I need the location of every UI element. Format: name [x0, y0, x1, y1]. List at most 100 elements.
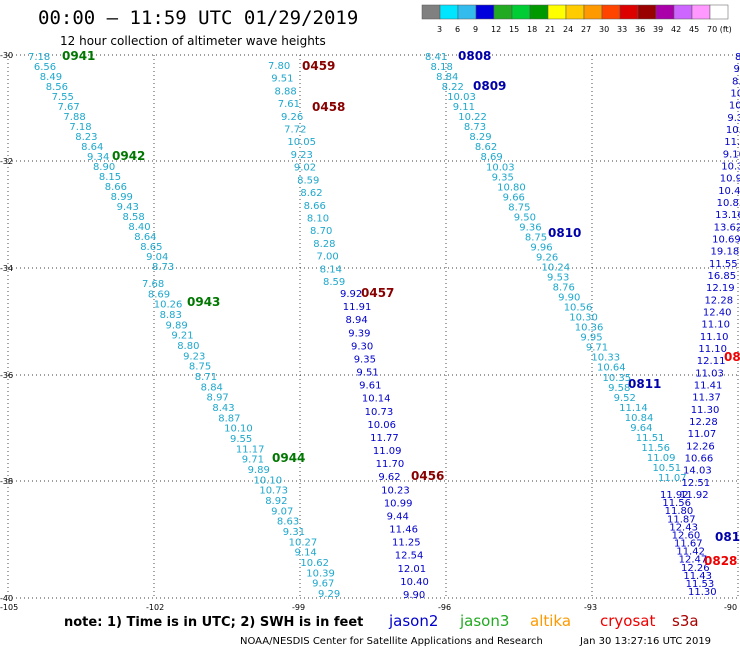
wave-height-value: 6.56 [34, 62, 56, 73]
scale-swatch [583, 4, 603, 20]
wave-height-value: 11.43 [683, 571, 712, 582]
satellite-legend: jason2 jason3 altika cryosat s3a [388, 612, 699, 630]
wave-height-value: 12.11 [697, 356, 726, 367]
wave-height-value: 11.25 [392, 538, 421, 549]
wave-height-value: 8.10 [307, 213, 329, 224]
wave-height-value: 9.11 [453, 102, 475, 113]
pass-time-label: 0941 [62, 49, 95, 63]
lat-label: -36 [0, 371, 13, 380]
wave-height-value: 8.40 [128, 222, 150, 233]
wave-height-value: 11.30 [688, 587, 717, 598]
wave-height-value: 12.60 [672, 530, 701, 541]
scale-swatch [709, 4, 729, 20]
scale-label: 3 [437, 25, 442, 34]
wave-height-value: 10.68 [729, 101, 740, 112]
wave-height-value: 10.10 [253, 475, 282, 486]
wave-height-value: 7.88 [63, 112, 85, 123]
pass-time-label: 0809 [473, 79, 506, 93]
wave-height-value: 10.35 [603, 373, 632, 384]
wave-height-value: 10.36 [575, 323, 604, 334]
wave-height-value: 8.69 [480, 152, 502, 163]
wave-height-value: 10.56 [564, 303, 593, 314]
wave-height-value: 10.80 [497, 182, 526, 193]
wave-height-value: 8.64 [134, 232, 156, 243]
wave-height-value: 11.67 [674, 539, 703, 550]
sat-legend-cryosat: cryosat [600, 612, 655, 630]
wave-height-value: 8.58 [122, 212, 144, 223]
wave-height-value: 8.59 [297, 175, 319, 186]
lat-label: -34 [0, 264, 13, 273]
wave-height-value: 10.03 [486, 162, 515, 173]
wave-height-value: 11.46 [389, 525, 418, 536]
plot-area [8, 55, 738, 598]
wave-height-value: 8.69 [148, 289, 170, 300]
map-title: 00:00 – 11:59 UTC 01/29/2019 [38, 7, 358, 29]
wave-height-value: 7.18 [69, 122, 91, 133]
wave-height-value: 8.64 [81, 142, 103, 153]
pass-time-label: 0944 [272, 451, 305, 465]
wave-height-value: 7.67 [58, 102, 80, 113]
wave-height-value: 10.73 [259, 486, 288, 497]
scale-label: 9 [473, 25, 478, 34]
wave-height-value: 11.14 [619, 403, 648, 414]
scale-swatch [637, 4, 657, 20]
wave-height-value: 11.42 [676, 547, 705, 558]
satellite-tracks: 7.186.568.498.567.557.677.887.188.238.64… [28, 49, 740, 601]
pass-time-label: 0457 [361, 286, 394, 300]
wave-height-value: 9.55 [230, 434, 252, 445]
pass-time-label: 0810 [548, 226, 581, 240]
wave-height-value: 11.10 [701, 320, 730, 331]
wave-height-value: 9.34 [87, 152, 109, 163]
wave-height-value: 9.14 [295, 548, 317, 559]
lon-label: -93 [584, 603, 597, 612]
wave-height-value: 8.80 [177, 341, 199, 352]
pass-time-label: 0458 [312, 100, 345, 114]
scale-label: 70 (ft) [707, 25, 732, 34]
scale-label: 30 [599, 25, 609, 34]
scale-label: 27 [581, 25, 591, 34]
scale-swatch [691, 4, 711, 20]
scale-swatch [421, 4, 441, 20]
scale-label: 45 [689, 25, 699, 34]
wave-height-value: 8.41 [425, 52, 447, 63]
wave-height-value: 11.56 [641, 443, 670, 454]
wave-height-value: 7.80 [268, 61, 290, 72]
wave-height-value: 8.94 [345, 315, 367, 326]
sat-legend-jason3: jason3 [459, 612, 509, 630]
wave-height-value: 11.77 [370, 433, 399, 444]
wave-height-value: 11.16 [724, 137, 740, 148]
wave-height-value: 9.61 [359, 381, 381, 392]
wave-height-value: 8.92 [265, 496, 287, 507]
wave-height-value: 11.10 [700, 332, 729, 343]
scale-label: 15 [509, 25, 519, 34]
wave-height-value: 9.89 [248, 465, 270, 476]
wave-height-value: 9.51 [356, 368, 378, 379]
wave-height-value: 10.41 [718, 186, 740, 197]
wave-height-value: 10.83 [717, 198, 740, 209]
pass-track: 8.418.188.848.2210.039.1110.228.738.298.… [425, 52, 687, 484]
map-subtitle: 12 hour collection of altimeter wave hei… [60, 34, 326, 48]
wave-height-value: 9.95 [580, 333, 602, 344]
wave-height-value: 7.18 [28, 52, 50, 63]
scale-swatch [601, 4, 621, 20]
scale-label: 24 [563, 25, 573, 34]
wave-height-value: 8.87 [218, 413, 240, 424]
pass-track: 7.186.568.498.567.557.677.887.188.238.64… [28, 52, 174, 273]
scale-swatch [673, 4, 693, 20]
wave-height-value: 9.39 [348, 328, 370, 339]
wave-height-value: 11.07 [688, 429, 717, 440]
wave-height-value: 8.71 [195, 372, 217, 383]
wave-height-value: 10.14 [362, 394, 391, 405]
wave-height-value: 9.50 [514, 212, 536, 223]
pass-time-label: 0811 [628, 377, 661, 391]
pass-time-labels: 0941 0942 0943 0944 0459 0458 0457 0456 0808 0809… [62, 49, 740, 568]
scale-label: 6 [455, 25, 460, 34]
wave-height-value: 9.52 [614, 393, 636, 404]
wave-height-value: 8.73 [464, 122, 486, 133]
wave-height-value: 8.28 [313, 239, 335, 250]
scale-label: 39 [653, 25, 663, 34]
pass-track: 7.809.518.887.619.267.7210.059.239.028.5… [268, 61, 345, 288]
footer-note: note: 1) Time is in UTC; 2) SWH is in fe… [64, 615, 363, 630]
wave-height-value: 11.09 [373, 446, 402, 457]
